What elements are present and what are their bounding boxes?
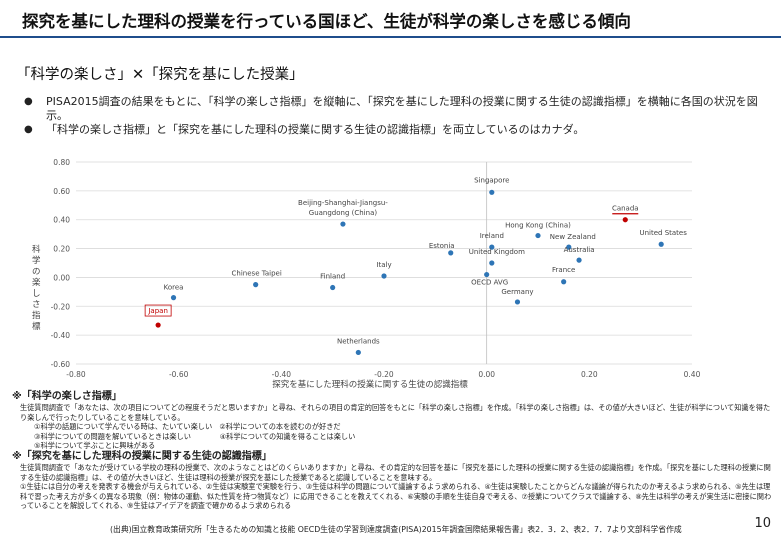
inquiry-note-items: ①生徒には自分の考えを発表する機会が与えられている、②生徒は実験室で実験を行う、… <box>20 482 772 511</box>
point-label: Korea <box>164 284 184 292</box>
bullet-dot-icon: ● <box>24 96 33 107</box>
data-point <box>489 244 495 250</box>
x-tick-label: -0.60 <box>169 370 189 379</box>
y-tick-label: 0.60 <box>53 187 70 196</box>
bullet-text: 「科学の楽しさ指標」と「探究を基にした理科の授業に関する生徒の認識指標」を両立し… <box>46 123 585 136</box>
y-tick-label: -0.60 <box>51 360 71 369</box>
x-tick-labels: -0.80 -0.60 -0.40 -0.20 0.00 0.20 0.40 <box>66 370 700 379</box>
point-label: OECD AVG <box>471 279 508 287</box>
bullet-dot-icon: ● <box>24 124 33 135</box>
x-tick-label: -0.20 <box>374 370 394 379</box>
enjoy-note-item: ⑤科学について学ぶことに興味がある <box>34 441 156 451</box>
point-label: Ireland <box>480 232 504 240</box>
point-label: Beijing-Shanghai-Jiangsu-Guangdong (Chin… <box>298 199 388 217</box>
point-label: Germany <box>501 288 533 296</box>
notes-section: ※「科学の楽しさ指標」 生徒質問調査で「あなたは、次の項目についてどの程度そうだ… <box>12 391 772 511</box>
point-label: Hong Kong (China) <box>505 222 571 230</box>
data-point <box>489 260 495 266</box>
bullet-item: ● 「科学の楽しさ指標」と「探究を基にした理科の授業に関する生徒の認識指標」を両… <box>24 123 769 137</box>
point-label: Chinese Taipei <box>232 270 282 278</box>
data-point <box>566 244 572 250</box>
y-tick-label: 0.00 <box>53 273 70 282</box>
point-label: Estonia <box>429 242 455 250</box>
x-tick-label: -0.40 <box>272 370 292 379</box>
inquiry-note-body: 生徒質問調査で「あなたが受けている学校の理科の授業で、次のようなことはどのくらい… <box>20 462 771 482</box>
data-point <box>622 217 628 223</box>
enjoy-note-item: ①科学の話題について学んでいる時は、たいてい楽しい ②科学についての本を読むのが… <box>34 422 341 432</box>
data-point <box>340 221 346 227</box>
y-tick-labels: 0.80 0.60 0.40 0.20 0.00 -0.20 -0.40 -0.60 <box>51 158 71 369</box>
x-tick-label: -0.80 <box>66 370 86 379</box>
data-point <box>561 279 567 285</box>
point-label: Italy <box>376 261 391 269</box>
point-label: United Kingdom <box>469 248 525 256</box>
data-point <box>514 299 521 305</box>
inquiry-note-heading: ※「探究を基にした理科の授業に関する生徒の認識指標」 <box>12 450 272 462</box>
data-point <box>576 257 582 263</box>
y-tick-label: -0.20 <box>51 302 71 311</box>
bullet-item: ● PISA2015調査の結果をもとに、「科学の楽しさ指標」を縦軸に、「探究を基… <box>24 95 769 123</box>
enjoy-note-item: ③科学についての問題を解いているときは楽しい ④科学についての知識を得ることは楽… <box>34 431 356 441</box>
point-label: Japan <box>147 307 168 315</box>
point-label: Finland <box>320 273 345 281</box>
point-label: New Zealand <box>550 233 596 241</box>
page-title: 探究を基にした理科の授業を行っている国ほど、生徒が科学の楽しさを感じる傾向 <box>22 12 631 31</box>
y-tick-label: 0.40 <box>53 216 70 225</box>
point-label: Canada <box>612 205 639 213</box>
x-tick-label: 0.20 <box>581 370 598 379</box>
x-tick-label: 0.40 <box>684 370 701 379</box>
data-points: Singapore Beijing-Shanghai-Jiangsu-Guangd… <box>144 176 687 356</box>
source-citation: (出典)国立教育政策研究所「生きるための知識と技能 OECD生徒の学習到達度調査… <box>110 525 682 534</box>
scatter-chart: 0.80 0.60 0.40 0.20 0.00 -0.20 -0.40 -0.60 -0.8… <box>51 158 701 390</box>
page-number: 10 <box>754 516 771 531</box>
y-tick-label: 0.80 <box>53 158 70 167</box>
enjoy-note-heading: ※「科学の楽しさ指標」 <box>12 391 122 402</box>
data-point <box>484 271 490 278</box>
data-point <box>253 282 259 288</box>
point-label: France <box>552 266 575 274</box>
bullet-list: ● PISA2015調査の結果をもとに、「科学の楽しさ指標」を縦軸に、「探究を基… <box>24 95 769 137</box>
point-label: Netherlands <box>337 337 380 345</box>
y-axis-label: 科学の楽しさ指標 <box>32 245 41 332</box>
data-point <box>155 322 161 328</box>
section-subtitle: 「科学の楽しさ」✕「探究を基にした授業」 <box>16 67 304 83</box>
data-point <box>448 250 454 256</box>
y-tick-label: 0.20 <box>53 245 70 254</box>
data-point <box>355 349 361 356</box>
data-point <box>658 241 664 247</box>
y-tick-label: -0.40 <box>51 331 71 340</box>
title-divider <box>0 36 781 38</box>
data-point <box>535 232 541 239</box>
x-axis-label: 探究を基にした理科の授業に関する生徒の認識指標 <box>272 379 468 390</box>
point-label: Singapore <box>474 176 509 184</box>
highlight-box <box>144 304 172 317</box>
enjoy-note-body: 生徒質問調査で「あなたは、次の項目についてどの程度そうだと思いますか」と尋ね、そ… <box>20 403 771 422</box>
data-point <box>489 189 495 195</box>
bullet-text: PISA2015調査の結果をもとに、「科学の楽しさ指標」を縦軸に、「探究を基にし… <box>46 95 758 122</box>
data-point <box>381 273 387 279</box>
data-point <box>170 295 177 301</box>
x-tick-label: 0.00 <box>478 370 495 379</box>
point-label: United States <box>639 229 687 237</box>
point-label: Australia <box>564 246 595 254</box>
data-point <box>330 284 336 291</box>
